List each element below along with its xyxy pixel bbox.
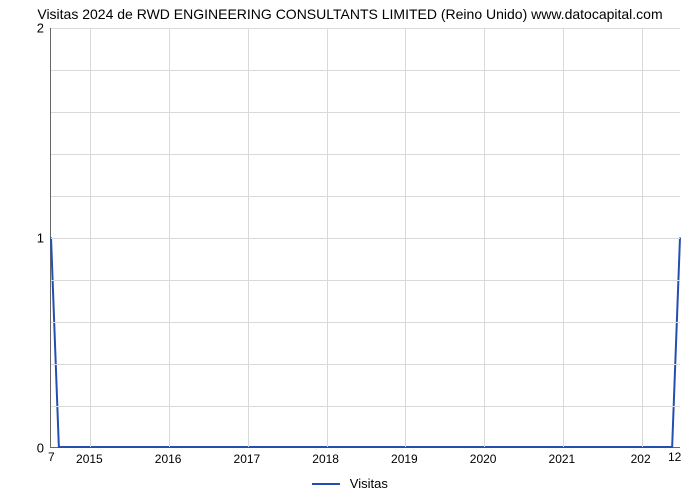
gridline-horizontal [51,238,680,239]
y-tick-label: 0 [4,441,44,456]
axis-corner-right-label: 12 [668,450,681,464]
gridline-horizontal-minor [51,364,680,365]
gridline-vertical [327,28,328,447]
gridline-horizontal-minor [51,406,680,407]
x-tick-label: 2016 [155,452,182,466]
gridline-horizontal-minor [51,280,680,281]
gridline-vertical [169,28,170,447]
gridline-horizontal-minor [51,112,680,113]
gridline-vertical [642,28,643,447]
x-tick-label: 2015 [76,452,103,466]
gridline-vertical [405,28,406,447]
gridline-vertical [484,28,485,447]
gridline-vertical [90,28,91,447]
y-tick-label: 2 [4,21,44,36]
legend: Visitas [0,475,700,491]
gridline-vertical [563,28,564,447]
legend-swatch [312,483,340,485]
axis-corner-left-label: 7 [48,450,55,464]
legend-label: Visitas [350,476,388,491]
gridline-vertical [248,28,249,447]
gridline-horizontal-minor [51,70,680,71]
x-tick-label: 202 [631,452,651,466]
gridline-horizontal-minor [51,154,680,155]
y-tick-label: 1 [4,231,44,246]
gridline-horizontal-minor [51,322,680,323]
x-tick-label: 2019 [391,452,418,466]
x-tick-label: 2021 [549,452,576,466]
x-tick-label: 2017 [234,452,261,466]
visits-line-chart: Visitas 2024 de RWD ENGINEERING CONSULTA… [0,0,700,500]
x-tick-label: 2020 [470,452,497,466]
x-tick-label: 2018 [312,452,339,466]
gridline-horizontal [51,28,680,29]
chart-title: Visitas 2024 de RWD ENGINEERING CONSULTA… [0,6,700,22]
plot-area [50,28,680,448]
gridline-horizontal-minor [51,196,680,197]
